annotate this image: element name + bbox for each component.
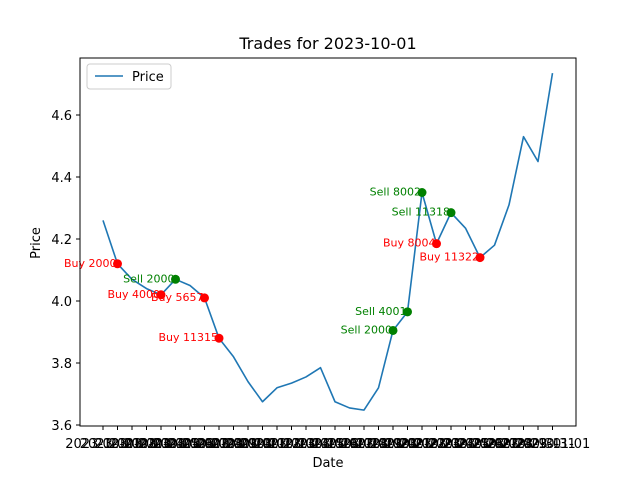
- y-axis-label: Price: [29, 227, 44, 259]
- buy-annotation: Buy 5657: [151, 291, 204, 304]
- y-tick-label: 4.4: [51, 171, 72, 186]
- legend: Price: [86, 63, 172, 90]
- x-tick-label: 2023-10-20: [341, 437, 417, 452]
- sell-marker: [171, 274, 180, 284]
- x-tick-label: 2023-10-16: [283, 437, 359, 452]
- x-tick-label: 2023-10-24: [399, 437, 475, 452]
- sell-annotation: Sell 2000: [123, 272, 174, 285]
- buy-marker: [156, 290, 166, 300]
- buy-marker: [475, 253, 485, 263]
- x-axis-label: Date: [312, 456, 343, 471]
- chart-title: Trades for 2023-10-01: [238, 34, 416, 53]
- buy-annotation: Buy 8004: [383, 237, 436, 250]
- x-tick-label: 2023-10-07: [152, 437, 228, 452]
- sell-marker: [446, 208, 456, 218]
- plot-frame: [79, 57, 577, 427]
- x-tick-label: 2023-10-09: [181, 437, 257, 452]
- x-tick-label: 2023-10-26: [428, 437, 504, 452]
- x-tick-label: 2023-10-11: [210, 437, 286, 452]
- x-tick-label: 2023-10-05: [123, 437, 199, 452]
- trade-markers: Buy 2000 Buy 4000 Sell 2000 Buy 5657 Buy 113…: [64, 186, 485, 344]
- y-tick-label: 4.6: [51, 109, 72, 124]
- y-tick-label: 3.8: [51, 357, 72, 372]
- sell-marker: [417, 188, 427, 197]
- buy-marker: [200, 293, 209, 303]
- x-tick-label: 2023-10-27: [442, 437, 518, 452]
- legend-box: [86, 63, 172, 90]
- price-series: [102, 73, 554, 411]
- y-tick-label: 3.6: [51, 419, 72, 434]
- x-tick-label: 2023-10-23: [384, 437, 460, 452]
- x-tick-label: 2023-10-18: [312, 437, 388, 452]
- x-tick-label: 2023-10-22: [370, 437, 446, 452]
- axis-ticks: 3.63.84.04.24.44.62023-10-012023-10-0220…: [51, 109, 590, 452]
- buy-annotation: Buy 4000: [107, 288, 160, 301]
- buy-annotation: Buy 11315: [158, 331, 218, 344]
- x-tick-label: 2023-10-02: [80, 437, 156, 452]
- x-tick-label: 2023-10-25: [413, 437, 489, 452]
- sell-annotation: Sell 2000: [341, 323, 392, 336]
- y-tick-label: 4.0: [51, 295, 72, 310]
- buy-annotation: Buy 2000: [64, 257, 117, 270]
- x-tick-label: 2023-10-08: [167, 437, 243, 452]
- x-tick-label: 2023-10-17: [297, 437, 373, 452]
- legend-label-price: Price: [132, 70, 164, 85]
- sell-annotation: Sell 11318: [392, 206, 450, 219]
- x-tick-label: 2023-10-21: [355, 437, 431, 452]
- price-line: [102, 73, 554, 411]
- buy-marker: [214, 333, 224, 343]
- x-tick-label: 2023-10-13: [239, 437, 315, 452]
- x-tick-label: 2023-10-30: [486, 437, 562, 452]
- x-tick-label: 2023-10-06: [138, 437, 214, 452]
- y-tick-label: 4.2: [51, 233, 72, 248]
- buy-marker: [432, 239, 441, 249]
- x-tick-label: 2023-10-12: [225, 437, 301, 452]
- sell-marker: [388, 325, 398, 335]
- sell-annotation: Sell 4001: [355, 305, 406, 318]
- x-tick-label: 2023-10-14: [254, 437, 330, 452]
- x-tick-label: 2023-10-19: [326, 437, 402, 452]
- sell-marker: [403, 307, 412, 317]
- x-tick-label: 2023-10-10: [196, 437, 272, 452]
- buy-annotation: Buy 11322: [419, 251, 479, 264]
- buy-marker: [113, 259, 122, 269]
- sell-annotation: Sell 8002: [370, 186, 421, 199]
- x-tick-label: 2023-10-01: [65, 437, 141, 452]
- x-tick-label: 2023-10-29: [471, 437, 547, 452]
- x-tick-label: 2023-11-01: [515, 437, 591, 452]
- x-tick-label: 2023-10-04: [109, 437, 185, 452]
- x-tick-label: 2023-10-31: [500, 437, 576, 452]
- x-tick-label: 2023-10-03: [94, 437, 170, 452]
- x-tick-label: 2023-10-15: [268, 437, 344, 452]
- x-tick-label: 2023-10-28: [457, 437, 533, 452]
